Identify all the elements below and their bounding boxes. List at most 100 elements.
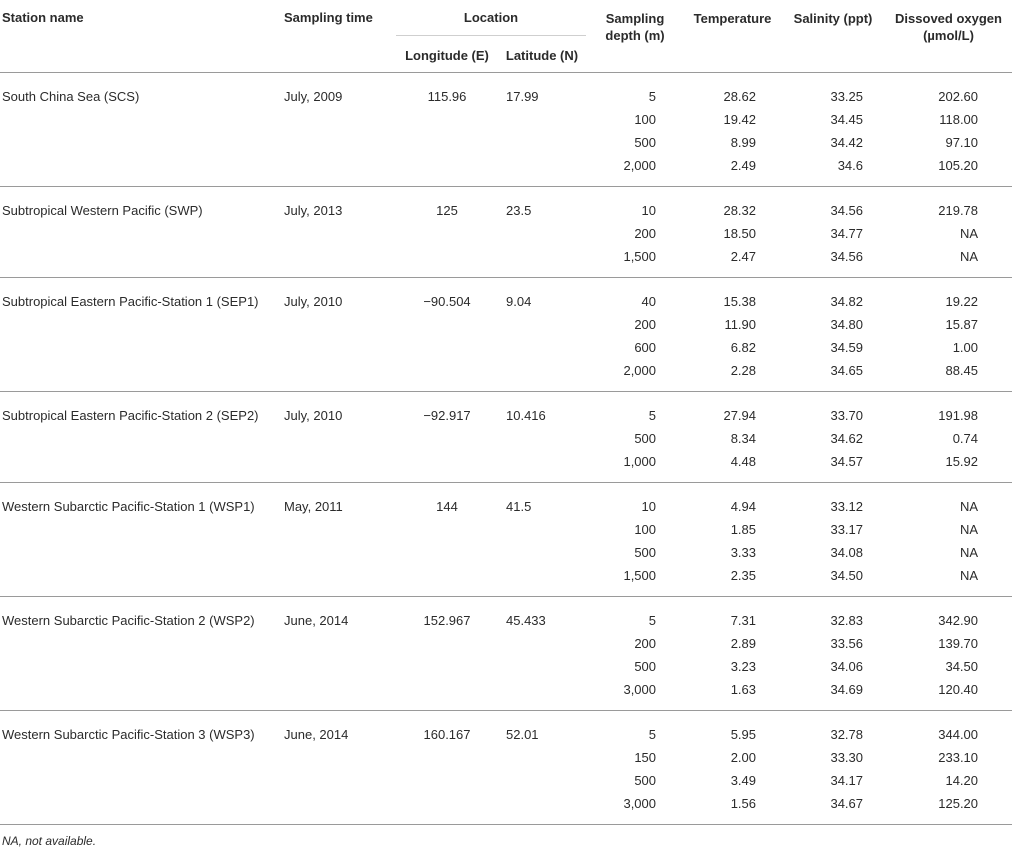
sampling-time-cell [282,769,396,792]
station-name-cell: Subtropical Western Pacific (SWP) [2,202,203,218]
depth-cell: 200 [634,316,657,332]
longitude-cell [396,563,498,597]
temperature-cell: 27.94 [723,407,757,423]
table-row: 500 3.33 34.08 NA [0,541,1012,564]
table-row: 2,000 2.28 34.65 88.45 [0,358,1012,392]
salinity-cell: 34.17 [830,772,864,788]
latitude-cell [498,541,586,564]
latitude-cell [498,518,586,541]
table-row: 1,500 2.35 34.50 NA [0,563,1012,597]
salinity-cell: 34.82 [830,293,864,309]
latitude-cell [498,769,586,792]
longitude-cell: −90.504 [423,293,471,309]
longitude-cell: 160.167 [423,726,471,742]
longitude-cell [396,518,498,541]
latitude-cell [498,427,586,450]
longitude-cell [396,108,498,131]
table-row: 1,000 4.48 34.57 15.92 [0,449,1012,483]
station-name-cell [0,518,282,541]
latitude-cell [498,153,587,187]
header-oxygen-line2: (µmol/L) [923,28,974,43]
latitude-cell [498,244,587,278]
salinity-cell: 34.08 [830,544,864,560]
longitude-cell [396,131,498,154]
temperature-cell: 7.31 [730,612,757,628]
oxygen-cell: 120.40 [885,677,1012,711]
latitude-cell [498,746,586,769]
depth-cell: 200 [634,635,657,651]
oxygen-cell: 139.70 [938,635,979,651]
table-row: Western Subarctic Pacific-Station 1 (WSP… [0,482,1012,518]
depth-cell: 500 [634,772,657,788]
temperature-cell: 8.99 [730,134,757,150]
temperature-cell: 1.85 [730,521,757,537]
oxygen-cell: 233.10 [938,749,979,765]
oxygen-cell: NA [959,225,979,241]
salinity-cell: 34.57 [781,449,886,483]
depth-cell: 100 [634,521,657,537]
temperature-cell: 4.94 [730,498,757,514]
salinity-cell: 34.59 [830,339,864,355]
header-dissolved-oxygen: Dissoved oxygen (µmol/L) [885,0,1012,73]
salinity-cell: 34.45 [830,111,864,127]
latitude-cell [498,108,586,131]
sampling-time-cell [282,358,396,392]
salinity-cell: 33.17 [830,521,864,537]
sampling-time-cell [282,244,396,278]
oxygen-cell: 15.92 [885,449,1012,483]
longitude-cell: 125 [436,202,458,218]
station-name-cell: Subtropical Eastern Pacific-Station 1 (S… [2,293,259,309]
table-row: Subtropical Western Pacific (SWP) July, 2… [0,186,1012,222]
depth-cell: 40 [641,293,657,309]
temperature-cell: 6.82 [730,339,757,355]
table-row: 600 6.82 34.59 1.00 [0,336,1012,359]
temperature-cell: 3.33 [730,544,757,560]
station-name-cell: Western Subarctic Pacific-Station 1 (WSP… [2,498,255,514]
station-name-cell [0,655,282,678]
station-name-cell [0,222,282,245]
table-row: 1,500 2.47 34.56 NA [0,244,1012,278]
oxygen-cell: 19.22 [945,293,979,309]
table-header: Station name Sampling time Location Samp… [0,0,1012,73]
table-row: Western Subarctic Pacific-Station 3 (WSP… [0,710,1012,746]
salinity-cell: 33.56 [830,635,864,651]
table-row: 500 8.34 34.62 0.74 [0,427,1012,450]
oxygen-cell: 97.10 [945,134,979,150]
table-row: Subtropical Eastern Pacific-Station 1 (S… [0,277,1012,313]
temperature-cell: 2.35 [684,563,782,597]
table-row: Western Subarctic Pacific-Station 2 (WSP… [0,596,1012,632]
oxygen-cell: NA [959,544,979,560]
station-name-cell [0,427,282,450]
table-row: 2,000 2.49 34.6 105.20 [0,153,1012,187]
station-name-cell [0,449,282,483]
temperature-cell: 3.49 [730,772,757,788]
station-name-cell [0,563,282,597]
latitude-cell [498,313,586,336]
header-depth-line1: Sampling [605,11,665,26]
oxygen-cell: 219.78 [938,202,979,218]
latitude-cell: 10.416 [506,407,546,423]
station-name-cell [0,769,282,792]
sampling-time-cell: July, 2013 [284,202,343,218]
table-row: 500 3.23 34.06 34.50 [0,655,1012,678]
longitude-cell [396,313,498,336]
longitude-cell: 115.96 [427,88,467,104]
table-row: 200 11.90 34.80 15.87 [0,313,1012,336]
oxygen-cell: NA [885,563,1012,597]
header-oxygen-line1: Dissoved oxygen [895,11,1002,26]
latitude-cell [498,222,586,245]
oxygen-cell: 15.87 [945,316,979,332]
sampling-time-cell [282,336,396,359]
depth-cell: 3,000 [586,791,685,825]
depth-cell: 200 [634,225,657,241]
temperature-cell: 2.28 [684,358,782,392]
table-row: 100 1.85 33.17 NA [0,518,1012,541]
longitude-cell [396,791,498,825]
station-name-cell [0,244,282,278]
table-body: South China Sea (SCS) July, 2009 115.96 17.… [0,72,1012,825]
temperature-cell: 18.50 [723,225,757,241]
depth-cell: 5 [648,88,657,104]
header-depth-line2: depth (m) [605,28,665,43]
sampling-time-cell [282,313,396,336]
salinity-cell: 33.70 [830,407,864,423]
